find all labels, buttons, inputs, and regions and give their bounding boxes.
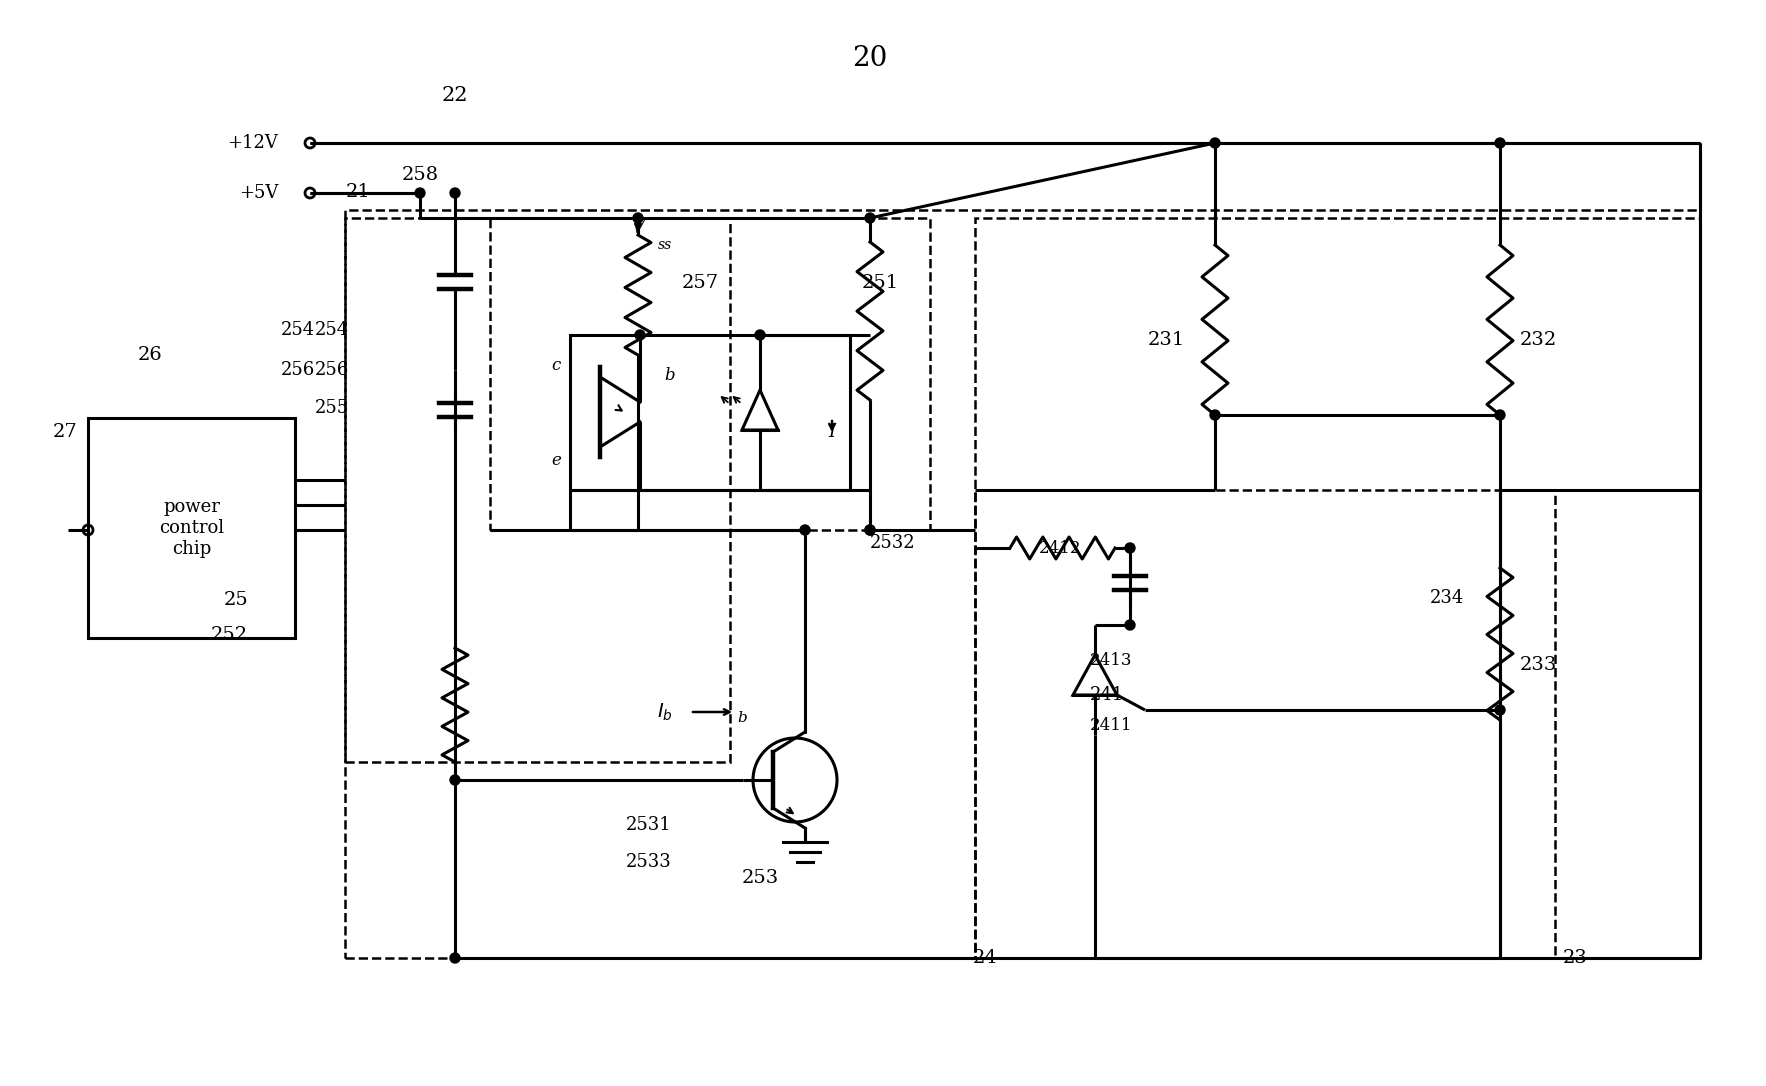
Circle shape bbox=[450, 954, 459, 963]
Circle shape bbox=[1496, 138, 1505, 148]
Text: 232: 232 bbox=[1521, 331, 1558, 349]
Circle shape bbox=[1210, 138, 1220, 148]
Bar bbox=[570, 334, 849, 490]
Bar bbox=[975, 490, 1556, 958]
Text: 256: 256 bbox=[314, 361, 350, 379]
Text: 2412: 2412 bbox=[1038, 540, 1081, 556]
Bar bbox=[975, 218, 1701, 958]
Circle shape bbox=[1125, 543, 1136, 553]
Text: 22: 22 bbox=[442, 86, 468, 104]
Text: 2411: 2411 bbox=[1090, 717, 1132, 733]
Text: b: b bbox=[664, 366, 675, 383]
Text: 254: 254 bbox=[281, 321, 314, 339]
Text: +5V: +5V bbox=[238, 184, 277, 202]
Bar bbox=[88, 418, 295, 637]
Text: V: V bbox=[630, 219, 645, 237]
Text: +12V: +12V bbox=[228, 134, 277, 152]
Text: 2413: 2413 bbox=[1090, 652, 1132, 669]
Text: 241: 241 bbox=[1090, 686, 1125, 704]
Text: 2531: 2531 bbox=[627, 816, 673, 834]
Text: 253: 253 bbox=[742, 869, 779, 887]
Text: e: e bbox=[551, 452, 562, 468]
Text: I: I bbox=[828, 424, 835, 441]
Circle shape bbox=[865, 213, 874, 223]
Text: 231: 231 bbox=[1148, 331, 1185, 349]
Text: 233: 233 bbox=[1521, 656, 1558, 674]
Circle shape bbox=[632, 213, 643, 223]
Bar bbox=[344, 210, 1701, 958]
Text: 23: 23 bbox=[1563, 949, 1588, 967]
Circle shape bbox=[756, 330, 765, 340]
Bar bbox=[489, 218, 931, 530]
Circle shape bbox=[865, 525, 874, 535]
Text: c: c bbox=[551, 356, 560, 374]
Circle shape bbox=[450, 775, 459, 785]
Circle shape bbox=[1125, 620, 1136, 630]
Text: 256: 256 bbox=[281, 361, 314, 379]
Text: ss: ss bbox=[659, 238, 673, 252]
Circle shape bbox=[1210, 411, 1220, 420]
Text: 254: 254 bbox=[314, 321, 350, 339]
Text: 2533: 2533 bbox=[627, 853, 673, 871]
Text: $I_b$: $I_b$ bbox=[657, 702, 673, 722]
Circle shape bbox=[1496, 705, 1505, 715]
Circle shape bbox=[636, 330, 645, 340]
Text: 258: 258 bbox=[401, 166, 438, 184]
Text: 20: 20 bbox=[853, 45, 888, 72]
Text: 25: 25 bbox=[223, 591, 247, 609]
Text: b: b bbox=[736, 711, 747, 725]
Circle shape bbox=[450, 188, 459, 198]
Text: 251: 251 bbox=[862, 274, 899, 292]
Circle shape bbox=[865, 525, 874, 535]
Text: power
control
chip: power control chip bbox=[159, 498, 224, 558]
Text: 2532: 2532 bbox=[871, 534, 915, 552]
Text: 26: 26 bbox=[138, 346, 162, 364]
Text: 24: 24 bbox=[973, 949, 998, 967]
Circle shape bbox=[1496, 411, 1505, 420]
Circle shape bbox=[800, 525, 811, 535]
Text: 257: 257 bbox=[682, 274, 719, 292]
Text: 27: 27 bbox=[53, 424, 78, 441]
Circle shape bbox=[415, 188, 426, 198]
Bar bbox=[344, 218, 729, 762]
Text: 21: 21 bbox=[346, 184, 371, 201]
Text: 252: 252 bbox=[210, 626, 247, 644]
Text: 255: 255 bbox=[314, 399, 350, 417]
Text: 234: 234 bbox=[1430, 589, 1464, 607]
